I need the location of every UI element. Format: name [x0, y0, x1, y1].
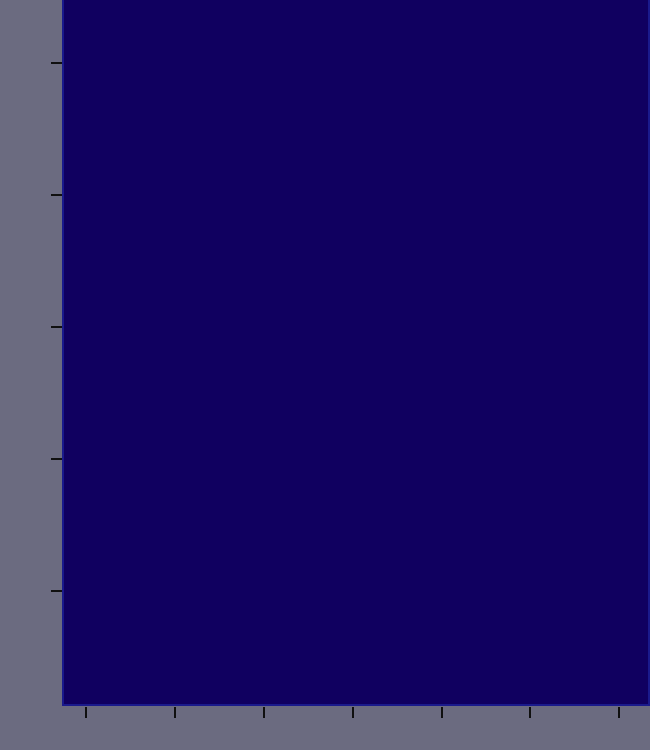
y-tick-56N — [51, 194, 62, 196]
x-tick-5 — [529, 707, 531, 718]
y-tick-58N — [51, 62, 62, 64]
y-tick-52N — [51, 458, 62, 460]
x-tick-1 — [174, 707, 176, 718]
x-tick-0 — [85, 707, 87, 718]
x-tick-6 — [618, 707, 620, 718]
y-tick-54N — [51, 326, 62, 328]
satellite-heatmap-image — [64, 0, 648, 704]
map-plot-area[interactable] — [62, 0, 650, 706]
x-tick-4 — [441, 707, 443, 718]
x-tick-2 — [263, 707, 265, 718]
y-tick-50N — [51, 590, 62, 592]
x-tick-3 — [352, 707, 354, 718]
